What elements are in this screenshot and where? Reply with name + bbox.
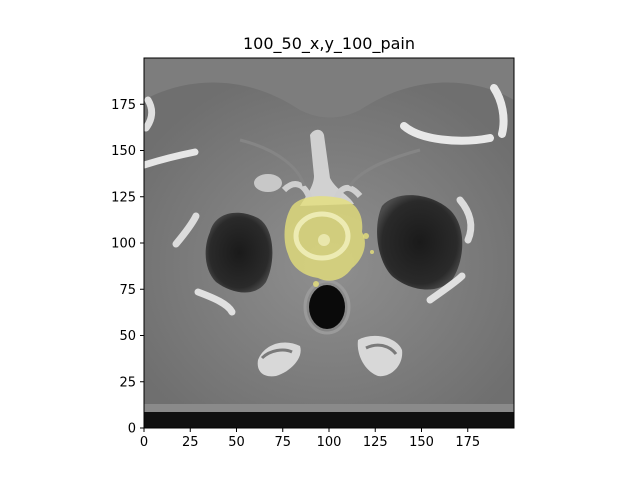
x-tick-label: 125 bbox=[363, 435, 388, 450]
x-tick-label: 75 bbox=[274, 435, 291, 450]
y-tick-label: 75 bbox=[119, 283, 136, 298]
y-tick-label: 0 bbox=[128, 422, 136, 437]
x-tick-label: 175 bbox=[455, 435, 480, 450]
y-tick-label: 100 bbox=[111, 237, 136, 252]
x-tick-label: 150 bbox=[409, 435, 434, 450]
chart-title: 100_50_x,y_100_pain bbox=[243, 34, 415, 54]
y-tick-label: 25 bbox=[119, 375, 136, 390]
y-tick-label: 50 bbox=[119, 329, 136, 344]
y-tick-label: 150 bbox=[111, 144, 136, 159]
x-tick-label: 25 bbox=[182, 435, 199, 450]
y-axis: 0 25 50 75 100 125 150 175 bbox=[111, 98, 144, 437]
y-tick-label: 125 bbox=[111, 190, 136, 205]
x-tick-label: 50 bbox=[228, 435, 245, 450]
x-axis: 0 25 50 75 100 125 150 175 bbox=[140, 428, 480, 450]
ct-image bbox=[144, 58, 514, 428]
x-tick-label: 100 bbox=[317, 435, 342, 450]
x-tick-label: 0 bbox=[140, 435, 148, 450]
y-tick-label: 175 bbox=[111, 98, 136, 113]
